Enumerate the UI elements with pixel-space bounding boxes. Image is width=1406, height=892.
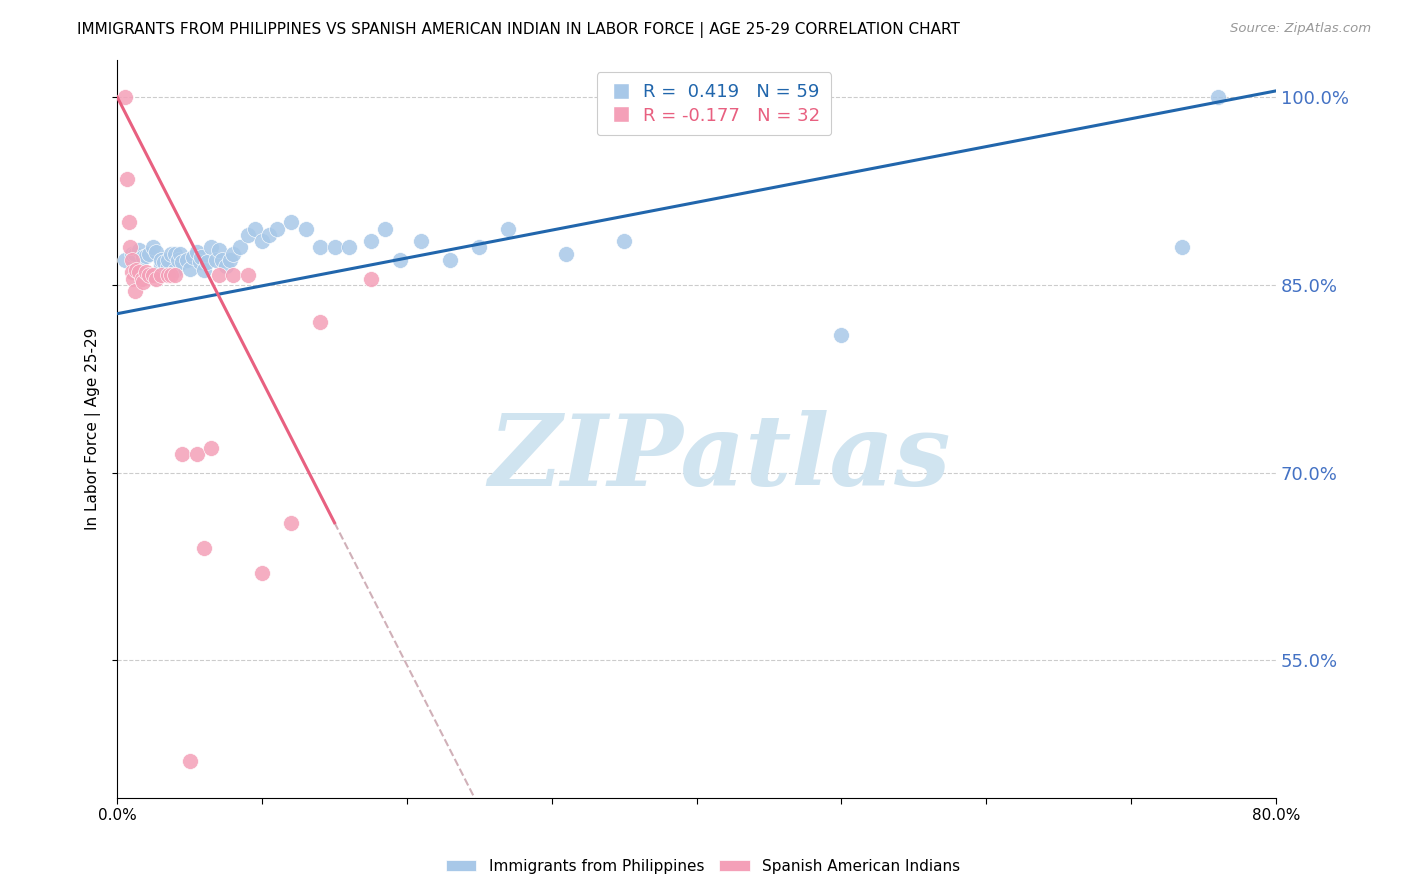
Legend: R =  0.419   N = 59, R = -0.177   N = 32: R = 0.419 N = 59, R = -0.177 N = 32 <box>596 72 831 136</box>
Point <box>193 263 215 277</box>
Point <box>186 245 208 260</box>
Point <box>555 246 578 260</box>
Point <box>167 252 190 267</box>
Point <box>165 268 187 282</box>
Point <box>122 271 145 285</box>
Point <box>124 246 146 260</box>
Point <box>145 271 167 285</box>
Point <box>294 221 316 235</box>
Point <box>186 447 208 461</box>
Point <box>309 315 332 329</box>
Point <box>280 215 302 229</box>
Point <box>121 252 143 267</box>
Point <box>128 265 150 279</box>
Point <box>411 234 433 248</box>
Y-axis label: In Labor Force | Age 25-29: In Labor Force | Age 25-29 <box>86 327 101 530</box>
Point <box>498 221 520 235</box>
Point <box>135 265 157 279</box>
Point <box>229 240 252 254</box>
Point <box>156 259 179 273</box>
Point <box>172 255 194 269</box>
Point <box>222 268 245 282</box>
Point <box>200 240 222 254</box>
Point <box>259 227 281 242</box>
Point <box>360 271 382 285</box>
Point <box>208 243 231 257</box>
Text: IMMIGRANTS FROM PHILIPPINES VS SPANISH AMERICAN INDIAN IN LABOR FORCE | AGE 25-2: IMMIGRANTS FROM PHILIPPINES VS SPANISH A… <box>77 22 960 38</box>
Point <box>138 268 160 282</box>
Point <box>117 171 139 186</box>
Point <box>468 240 491 254</box>
Point <box>613 234 636 248</box>
Point <box>188 255 211 269</box>
Point <box>323 240 346 254</box>
Point <box>160 246 183 260</box>
Point <box>193 541 215 555</box>
Point <box>236 227 259 242</box>
Point <box>142 268 165 282</box>
Point <box>145 245 167 260</box>
Point <box>360 234 382 248</box>
Point <box>1206 90 1229 104</box>
Point <box>114 90 136 104</box>
Point <box>176 252 198 267</box>
Point <box>266 221 288 235</box>
Point <box>121 265 143 279</box>
Point <box>179 754 201 768</box>
Point <box>165 263 187 277</box>
Point <box>132 251 155 265</box>
Point <box>179 261 201 276</box>
Point <box>172 447 194 461</box>
Point <box>149 268 172 282</box>
Point <box>211 252 233 267</box>
Point <box>219 252 242 267</box>
Point <box>204 252 226 267</box>
Point <box>195 255 218 269</box>
Point <box>200 441 222 455</box>
Point <box>280 516 302 530</box>
Point <box>128 243 150 257</box>
Point <box>142 240 165 254</box>
Point <box>714 90 737 104</box>
Point <box>156 252 179 267</box>
Text: ZIPatlas: ZIPatlas <box>489 410 950 507</box>
Point <box>243 221 266 235</box>
Point <box>138 246 160 260</box>
Point <box>169 246 191 260</box>
Point <box>190 251 212 265</box>
Point <box>337 240 360 254</box>
Point <box>1171 240 1194 254</box>
Point <box>250 234 273 248</box>
Point <box>309 240 332 254</box>
Point <box>388 252 411 267</box>
Text: Source: ZipAtlas.com: Source: ZipAtlas.com <box>1230 22 1371 36</box>
Point <box>114 252 136 267</box>
Point <box>125 263 148 277</box>
Point <box>208 268 231 282</box>
Point <box>830 328 852 343</box>
Point <box>165 246 187 260</box>
Point <box>135 249 157 263</box>
Point <box>215 259 238 273</box>
Point <box>149 258 172 272</box>
Point <box>152 255 174 269</box>
Point <box>250 566 273 580</box>
Point <box>120 240 142 254</box>
Point <box>374 221 396 235</box>
Point <box>236 268 259 282</box>
Point <box>181 251 204 265</box>
Point <box>121 246 143 260</box>
Point <box>118 215 141 229</box>
Point <box>160 268 183 282</box>
Point <box>149 252 172 267</box>
Legend: Immigrants from Philippines, Spanish American Indians: Immigrants from Philippines, Spanish Ame… <box>440 853 966 880</box>
Point <box>124 284 146 298</box>
Point <box>131 271 153 285</box>
Point <box>132 276 155 290</box>
Point <box>439 252 461 267</box>
Point <box>222 246 245 260</box>
Point <box>156 268 179 282</box>
